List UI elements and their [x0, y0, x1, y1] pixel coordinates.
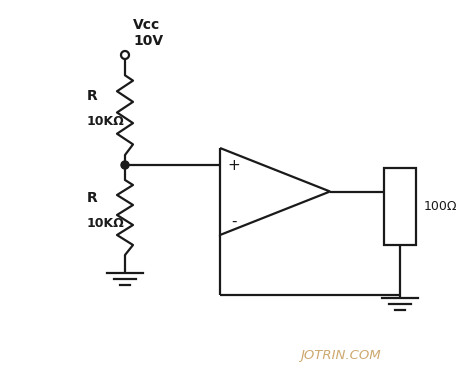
Text: 10V: 10V: [133, 34, 163, 48]
Text: JOTRIN.COM: JOTRIN.COM: [300, 348, 380, 362]
Text: R: R: [87, 89, 98, 102]
Text: Load: Load: [393, 191, 407, 221]
Text: Vcc: Vcc: [133, 18, 160, 32]
Text: 10KΩ: 10KΩ: [87, 217, 125, 230]
Circle shape: [121, 161, 129, 169]
Text: 100Ω: 100Ω: [424, 200, 457, 213]
Text: 10KΩ: 10KΩ: [87, 114, 125, 127]
Text: -: -: [231, 214, 237, 229]
Bar: [384, 168, 416, 245]
Text: R: R: [87, 191, 98, 205]
Text: +: +: [228, 158, 240, 173]
